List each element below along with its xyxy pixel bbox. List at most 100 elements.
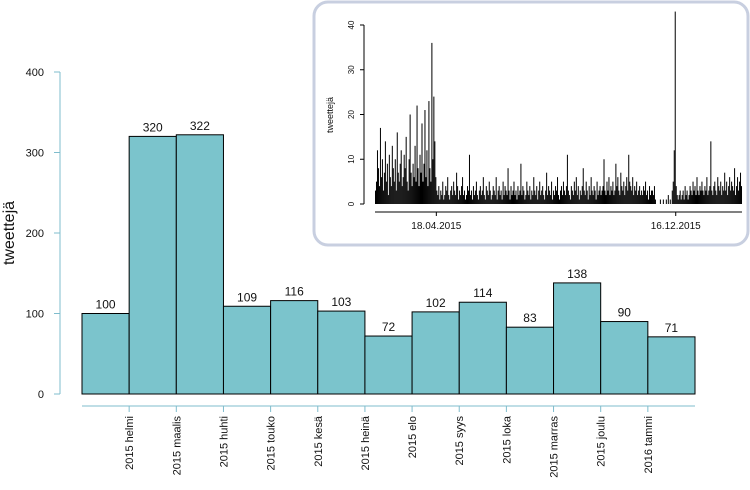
inset-bar <box>602 186 604 204</box>
inset-bar <box>734 168 736 204</box>
inset-bar <box>736 186 738 204</box>
inset-bar <box>636 181 638 204</box>
inset-x-tick-label: 16.12.2015 <box>651 221 701 232</box>
inset-bar <box>542 186 544 204</box>
inset-bar <box>555 186 557 204</box>
inset-bar <box>565 186 567 204</box>
inset-bar <box>683 199 685 204</box>
inset-y-tick-label: 0 <box>347 201 356 206</box>
inset-bar <box>645 181 647 204</box>
inset-bar <box>696 177 698 204</box>
value-label: 103 <box>331 295 351 309</box>
inset-bar <box>662 199 664 204</box>
inset-bar <box>538 190 540 204</box>
bar <box>175 134 224 395</box>
inset-bar <box>439 199 441 204</box>
inset-bar <box>556 190 558 204</box>
inset-bar <box>461 186 463 204</box>
inset-bar <box>519 190 521 204</box>
inset-bar <box>399 163 401 204</box>
value-label: 320 <box>143 120 163 134</box>
inset-bar <box>726 181 728 204</box>
inset-bar <box>638 190 640 204</box>
inset-bar <box>626 177 628 204</box>
inset-bar <box>549 190 551 204</box>
inset-bar <box>389 177 391 204</box>
inset-bar <box>715 190 717 204</box>
inset-bar <box>692 181 694 204</box>
value-label: 71 <box>665 321 679 335</box>
inset-bar <box>731 181 733 204</box>
value-label: 102 <box>426 296 446 310</box>
inset-bar <box>442 181 444 204</box>
inset-bar <box>501 199 503 204</box>
inset-bar <box>404 168 406 204</box>
inset-bar <box>385 181 387 204</box>
value-label: 90 <box>618 306 632 320</box>
inset-bar <box>591 190 593 204</box>
inset-bar <box>485 186 487 204</box>
inset-bar <box>462 177 464 204</box>
bar <box>647 336 696 395</box>
value-label: 83 <box>523 311 537 325</box>
inset-bar <box>564 195 566 204</box>
y-tick-label: 0 <box>38 389 44 401</box>
inset-bar <box>382 190 384 204</box>
inset-bar <box>727 195 729 204</box>
value-label: 100 <box>96 298 116 312</box>
inset-bar <box>737 177 739 204</box>
inset-bar <box>553 190 555 204</box>
inset-bar <box>589 195 591 204</box>
inset-bar <box>735 195 737 204</box>
inset-bar <box>601 190 603 204</box>
bar <box>411 311 460 395</box>
inset-bar <box>476 195 478 204</box>
inset-bar <box>507 168 509 204</box>
inset-bar <box>512 190 514 204</box>
inset-bar <box>568 195 570 204</box>
inset-bar <box>377 168 379 204</box>
inset-bar <box>675 186 677 204</box>
inset-bar <box>708 190 710 204</box>
inset-bar <box>577 186 579 204</box>
inset-bar <box>691 195 693 204</box>
inset-y-tick-label: 10 <box>347 154 356 163</box>
inset-bar <box>632 177 634 204</box>
inset-bar <box>712 195 714 204</box>
inset-bar <box>612 181 614 204</box>
inset-bar <box>455 195 457 204</box>
inset-bar <box>390 186 392 204</box>
inset-bar <box>546 172 548 204</box>
inset-bar <box>502 181 504 204</box>
inset-bar <box>644 190 646 204</box>
inset-bar <box>613 195 615 204</box>
inset-x-tick-label: 18.04.2015 <box>411 221 461 232</box>
inset-bar <box>381 159 383 204</box>
inset-bar <box>531 190 533 204</box>
inset-bar <box>583 190 585 204</box>
inset-bar <box>651 190 653 204</box>
inset-bar <box>509 199 511 204</box>
inset-bar <box>550 195 552 204</box>
inset-bar <box>401 186 403 204</box>
inset-bar <box>741 186 743 204</box>
x-tick-label: 2015 joulu <box>596 416 608 467</box>
inset-bar <box>569 199 571 204</box>
inset-bar <box>540 195 542 204</box>
inset-bar <box>494 195 496 204</box>
inset-bar <box>414 145 416 204</box>
inset-bar <box>659 199 661 204</box>
inset-bar <box>504 186 506 204</box>
bar <box>364 335 413 395</box>
inset-bar <box>608 177 610 204</box>
x-tick-label: 2015 maalis <box>171 416 183 476</box>
inset-bar <box>634 186 636 204</box>
inset-bar <box>449 199 451 204</box>
inset-bar <box>652 195 654 204</box>
inset-bar <box>650 190 652 204</box>
inset-bar <box>552 199 554 204</box>
value-label: 109 <box>237 290 257 304</box>
inset-bar <box>465 199 467 204</box>
value-label: 116 <box>285 285 304 299</box>
inset-bar <box>642 195 644 204</box>
